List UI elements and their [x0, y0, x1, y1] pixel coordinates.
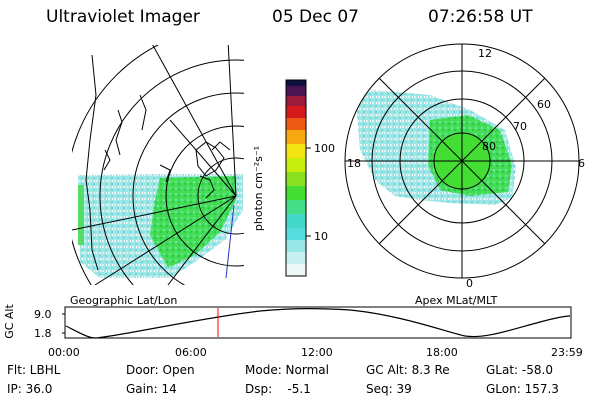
apex-polar-map [344, 43, 580, 279]
mlat-label-60: 60 [537, 98, 551, 111]
door-status: Door: Open [126, 363, 195, 377]
colorbar [285, 79, 311, 277]
glon-value: GLon: 157.3 [486, 382, 559, 396]
colorbar-tick-100: 100 [314, 142, 335, 155]
mlt-label-12: 12 [478, 47, 492, 60]
time-label: 07:26:58 UT [428, 7, 533, 27]
colorbar-tick-10: 10 [314, 230, 328, 243]
date-label: 05 Dec 07 [272, 7, 359, 27]
geographic-map [72, 45, 244, 285]
orbit-ylabel: GC Alt [2, 304, 16, 339]
orbit-ytick-top: 9.0 [34, 308, 52, 321]
mlt-label-0: 0 [466, 277, 473, 290]
gain-value: Gain: 14 [126, 382, 177, 396]
orbit-xtick-1800: 18:00 [426, 346, 458, 359]
mode-value: Mode: Normal [245, 363, 329, 377]
mlat-label-80: 80 [482, 140, 496, 153]
orbit-xtick-0000: 00:00 [48, 346, 80, 359]
filter-value: Flt: LBHL [7, 363, 61, 377]
dsp-value: Dsp: -5.1 [245, 382, 311, 396]
orbit-xtick-1200: 12:00 [301, 346, 333, 359]
seq-value: Seq: 39 [366, 382, 412, 396]
mlt-label-6: 6 [578, 157, 585, 170]
colorbar-label: photon cm⁻²s⁻¹ [252, 145, 266, 232]
geographic-panel-label: Geographic Lat/Lon [70, 294, 178, 307]
gc-alt-value: GC Alt: 8.3 Re [366, 363, 450, 377]
mlt-label-18: 18 [347, 157, 361, 170]
orbit-ytick-bottom: 1.8 [34, 327, 52, 340]
orbit-xtick-0600: 06:00 [175, 346, 207, 359]
apex-panel-label: Apex MLat/MLT [415, 294, 498, 307]
mlat-label-70: 70 [513, 120, 527, 133]
orbit-altitude-plot [62, 306, 572, 339]
glat-value: GLat: -58.0 [486, 363, 553, 377]
instrument-title: Ultraviolet Imager [46, 7, 200, 27]
ip-value: IP: 36.0 [7, 382, 53, 396]
orbit-xtick-2359: 23:59 [551, 346, 583, 359]
